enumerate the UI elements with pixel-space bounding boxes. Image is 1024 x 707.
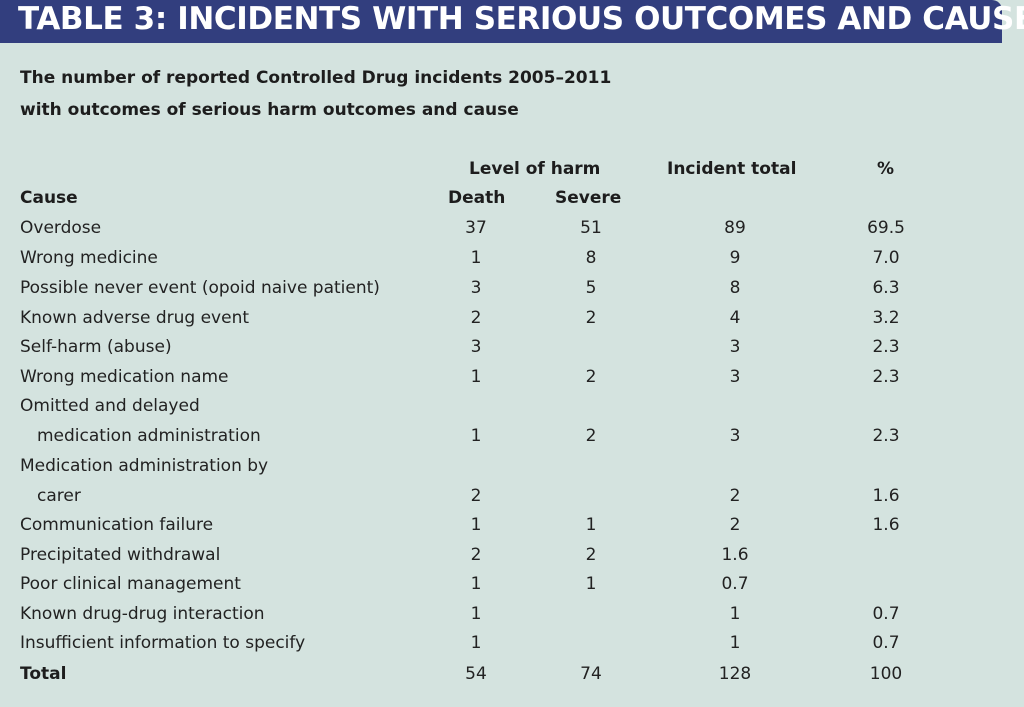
total-cell: 1.6 (721, 545, 749, 565)
cause-cell: Known drug-drug interaction (20, 604, 265, 624)
percent-cell: 1.6 (872, 515, 900, 535)
cause-cell: Wrong medicine (20, 248, 158, 268)
table-title: TABLE 3: INCIDENTS WITH SERIOUS OUTCOMES… (18, 1, 1024, 37)
total-incident-cell: 128 (718, 664, 752, 684)
cause-cell: Insufficient information to specify (20, 633, 306, 653)
severe-cell: 2 (585, 545, 597, 565)
death-cell: 2 (470, 545, 482, 565)
total-cell: 2 (729, 486, 741, 506)
header-incident-total: Incident total (667, 159, 797, 179)
cause-cell: carer (37, 486, 81, 506)
percent-cell: 6.3 (872, 278, 900, 298)
total-cell: 8 (729, 278, 741, 298)
severe-cell: 1 (585, 515, 597, 535)
severe-cell: 1 (585, 574, 597, 594)
death-cell: 2 (470, 308, 482, 328)
percent-cell: 0.7 (872, 633, 900, 653)
cause-cell: Possible never event (opoid naive patien… (20, 278, 380, 298)
death-cell: 3 (470, 337, 482, 357)
death-cell: 1 (470, 515, 482, 535)
total-cell: 0.7 (721, 574, 749, 594)
death-cell: 1 (470, 367, 482, 387)
death-cell: 1 (470, 426, 482, 446)
cause-cell: Wrong medication name (20, 367, 229, 387)
percent-cell: 2.3 (872, 337, 900, 357)
cause-cell: medication administration (37, 426, 261, 446)
percent-cell: 2.3 (872, 367, 900, 387)
severe-cell: 5 (585, 278, 597, 298)
cause-cell: Omitted and delayed (20, 396, 200, 416)
header-percent: % (877, 159, 895, 179)
total-cell: 89 (724, 218, 746, 238)
death-cell: 1 (470, 604, 482, 624)
table-subtitle-line1: The number of reported Controlled Drug i… (20, 68, 612, 88)
death-cell: 2 (470, 486, 482, 506)
total-cell: 3 (729, 367, 741, 387)
total-death-cell: 54 (465, 664, 487, 684)
header-level-of-harm: Level of harm (469, 159, 601, 179)
severe-cell: 2 (585, 426, 597, 446)
total-cell: 1 (729, 604, 741, 624)
severe-cell: 2 (585, 308, 597, 328)
total-row-label: Total (20, 664, 67, 684)
death-cell: 1 (470, 574, 482, 594)
cause-cell: Communication failure (20, 515, 214, 535)
cause-cell: Overdose (20, 218, 102, 238)
death-cell: 37 (465, 218, 487, 238)
cause-cell: Medication administration by (20, 456, 269, 476)
percent-cell: 0.7 (872, 604, 900, 624)
table-subtitle-line2: with outcomes of serious harm outcomes a… (20, 100, 519, 120)
total-cell: 9 (729, 248, 741, 268)
severe-cell: 51 (580, 218, 602, 238)
total-cell: 4 (729, 308, 741, 328)
total-cell: 2 (729, 515, 741, 535)
severe-cell: 8 (585, 248, 597, 268)
total-cell: 1 (729, 633, 741, 653)
severe-cell: 2 (585, 367, 597, 387)
header-death: Death (448, 188, 506, 208)
death-cell: 1 (470, 633, 482, 653)
total-cell: 3 (729, 426, 741, 446)
percent-cell: 69.5 (867, 218, 905, 238)
cause-cell: Known adverse drug event (20, 308, 250, 328)
percent-cell: 3.2 (872, 308, 900, 328)
cause-cell: Poor clinical management (20, 574, 241, 594)
header-cause: Cause (20, 188, 78, 208)
cause-cell: Self-harm (abuse) (20, 337, 172, 357)
total-cell: 3 (729, 337, 741, 357)
death-cell: 1 (470, 248, 482, 268)
total-severe-cell: 74 (580, 664, 602, 684)
percent-cell: 2.3 (872, 426, 900, 446)
title-bar: TABLE 3: INCIDENTS WITH SERIOUS OUTCOMES… (0, 0, 1024, 43)
death-cell: 3 (470, 278, 482, 298)
header-severe: Severe (555, 188, 622, 208)
total-percent-cell: 100 (869, 664, 903, 684)
cause-cell: Precipitated withdrawal (20, 545, 221, 565)
percent-cell: 1.6 (872, 486, 900, 506)
percent-cell: 7.0 (872, 248, 900, 268)
